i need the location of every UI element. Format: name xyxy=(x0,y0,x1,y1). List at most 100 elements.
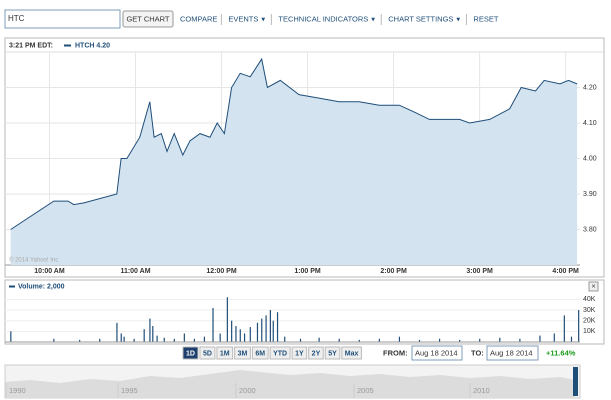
status-time: 3:21 PM EDT: xyxy=(9,42,53,49)
legend-label: HTCH 4.20 xyxy=(75,42,110,49)
range-button[interactable] xyxy=(216,346,234,360)
menu-item[interactable]: COMPARE xyxy=(180,14,217,23)
volume-bar xyxy=(378,338,380,342)
menu-arrow: ▾ xyxy=(371,14,375,23)
volume-bar xyxy=(284,336,286,342)
volume-bar xyxy=(398,336,401,342)
volume-bar xyxy=(152,326,154,342)
volume-bar xyxy=(79,339,81,342)
close-volume[interactable] xyxy=(588,281,599,292)
range-button[interactable] xyxy=(341,346,362,360)
price-area xyxy=(10,59,578,265)
volume-bar xyxy=(193,338,195,342)
volume-bar xyxy=(235,326,237,342)
y-tick-label: 20K xyxy=(583,318,596,325)
volume-bar xyxy=(519,338,521,342)
range-label: YTD xyxy=(273,350,287,357)
get-chart-button[interactable] xyxy=(122,10,174,28)
from-value: Aug 18 2014 xyxy=(415,348,458,357)
x-tick-label: 11:00 AM xyxy=(120,268,150,275)
range-label: Max xyxy=(345,350,359,357)
volume-bar xyxy=(539,335,541,342)
volume-bar xyxy=(133,338,135,342)
volume-bar xyxy=(10,331,12,342)
navigator-area xyxy=(5,370,575,398)
y-tick-label: 40K xyxy=(583,296,596,303)
volume-bar xyxy=(563,315,565,342)
menu-item[interactable]: EVENTS xyxy=(228,14,258,23)
volume-bar xyxy=(212,307,214,342)
volume-bar xyxy=(219,333,221,342)
volume-bar xyxy=(123,336,125,342)
symbol-input[interactable] xyxy=(4,9,121,29)
from-label: FROM: xyxy=(383,348,408,357)
x-tick-label: 10:00 AM xyxy=(34,268,65,275)
range-label: 6M xyxy=(255,350,265,357)
volume-bar xyxy=(120,333,122,342)
range-label: 5Y xyxy=(328,350,337,357)
menu-arrow: ▾ xyxy=(456,14,460,23)
year-label: 1990 xyxy=(9,386,26,395)
x-tick-label: 3:00 PM xyxy=(466,268,493,275)
volume-bar xyxy=(203,336,206,342)
volume-bar xyxy=(99,338,101,342)
y-tick-label: 4.20 xyxy=(583,84,597,91)
range-label: 5D xyxy=(203,350,212,357)
y-tick-label: 3.90 xyxy=(583,191,597,198)
x-tick-label: 2:00 PM xyxy=(380,268,407,275)
volume-bar xyxy=(226,297,228,342)
volume-bar xyxy=(479,338,481,342)
volume-bar xyxy=(53,338,55,342)
volume-panel xyxy=(4,279,605,345)
volume-bar xyxy=(318,337,320,342)
y-tick-label: 3.80 xyxy=(583,226,597,233)
to-input[interactable] xyxy=(486,345,539,361)
menu-item[interactable]: RESET xyxy=(473,14,498,23)
x-tick-label: 12:00 PM xyxy=(206,268,237,275)
range-button[interactable] xyxy=(199,346,216,360)
volume-bar xyxy=(265,315,267,342)
volume-bar xyxy=(438,338,441,342)
range-button[interactable] xyxy=(251,346,269,360)
menu-item[interactable]: CHART SETTINGS xyxy=(388,14,453,23)
y-tick-label: 4.00 xyxy=(583,155,597,162)
volume-bar xyxy=(143,329,145,342)
volume-bar xyxy=(276,312,279,342)
year-label: 2000 xyxy=(239,386,256,395)
volume-bar xyxy=(358,339,360,342)
volume-bar xyxy=(249,327,251,342)
volume-bar xyxy=(578,310,580,342)
x-tick-label: 1:00 PM xyxy=(294,268,321,275)
volume-bar xyxy=(418,339,421,342)
range-label: 3M xyxy=(238,350,248,357)
volume-bar xyxy=(243,333,246,342)
x-tick-label: 4:00 PM xyxy=(552,268,579,275)
volume-bar xyxy=(149,318,151,342)
range-button[interactable] xyxy=(182,346,199,360)
volume-bar xyxy=(163,337,165,342)
volume-bar xyxy=(499,337,501,342)
range-button[interactable] xyxy=(291,346,308,360)
change: +11.64% xyxy=(546,348,576,357)
volume-bar xyxy=(256,322,259,342)
y-tick-label: 4.10 xyxy=(583,120,597,127)
range-button[interactable] xyxy=(308,346,324,360)
volume-bar xyxy=(261,318,263,342)
volume-bar xyxy=(156,335,158,342)
navigator-handle[interactable] xyxy=(573,367,578,396)
y-tick-label: 30K xyxy=(583,307,596,314)
range-button[interactable] xyxy=(269,346,291,360)
price-line xyxy=(10,57,578,230)
volume-bar xyxy=(183,333,185,342)
menu-item[interactable]: TECHNICAL INDICATORS xyxy=(278,14,368,23)
range-label: 2Y xyxy=(312,350,321,357)
volume-bar xyxy=(338,338,340,342)
range-button[interactable] xyxy=(234,346,251,360)
y-tick-label: 10K xyxy=(583,328,596,335)
volume-bar xyxy=(239,329,241,342)
range-button[interactable] xyxy=(324,346,341,360)
symbol-text: HTC xyxy=(8,14,25,23)
from-input[interactable] xyxy=(411,345,463,361)
volume-bar xyxy=(553,333,555,342)
